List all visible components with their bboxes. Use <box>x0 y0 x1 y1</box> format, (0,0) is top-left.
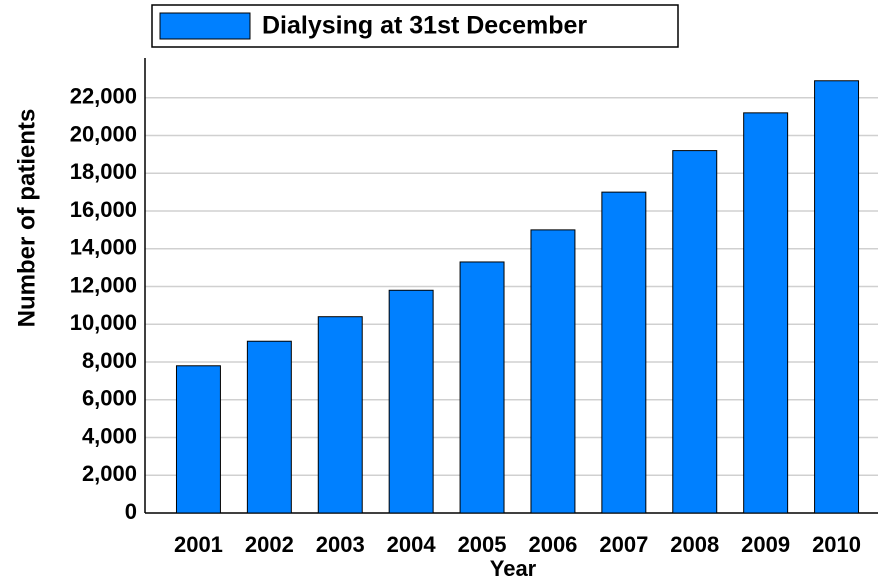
legend-label: Dialysing at 31st December <box>262 12 587 40</box>
bar <box>814 80 860 514</box>
bar <box>246 340 292 514</box>
y-tick-label: 14,000 <box>70 235 137 260</box>
legend-swatch <box>159 12 251 40</box>
y-tick-label: 8,000 <box>82 348 137 373</box>
bar <box>672 150 718 514</box>
bar <box>175 365 221 514</box>
bar <box>459 261 505 514</box>
y-tick-label: 10,000 <box>70 310 137 335</box>
y-tick-label: 16,000 <box>70 197 137 222</box>
x-axis-title: Year <box>490 556 537 581</box>
y-tick-label: 22,000 <box>70 84 137 109</box>
x-tick-label: 2010 <box>812 532 861 557</box>
y-tick-label: 6,000 <box>82 386 137 411</box>
y-tick-label: 2,000 <box>82 461 137 486</box>
bar <box>601 191 647 514</box>
bar <box>530 229 576 514</box>
bar <box>317 316 363 514</box>
x-tick-label: 2006 <box>528 532 577 557</box>
x-tick-label: 2008 <box>670 532 719 557</box>
y-tick-label: 4,000 <box>82 423 137 448</box>
x-tick-label: 2001 <box>174 532 223 557</box>
x-tick-label: 2002 <box>245 532 294 557</box>
y-tick-label: 18,000 <box>70 159 137 184</box>
x-tick-label: 2004 <box>387 532 437 557</box>
x-tick-label: 2009 <box>741 532 790 557</box>
y-tick-label: 0 <box>125 499 137 524</box>
x-tick-label: 2007 <box>599 532 648 557</box>
bar <box>388 289 434 514</box>
y-axis-title: Number of patients <box>13 109 40 328</box>
x-tick-label: 2003 <box>316 532 365 557</box>
bar <box>743 112 789 514</box>
y-tick-label: 12,000 <box>70 272 137 297</box>
y-tick-label: 20,000 <box>70 121 137 146</box>
x-tick-label: 2005 <box>458 532 507 557</box>
